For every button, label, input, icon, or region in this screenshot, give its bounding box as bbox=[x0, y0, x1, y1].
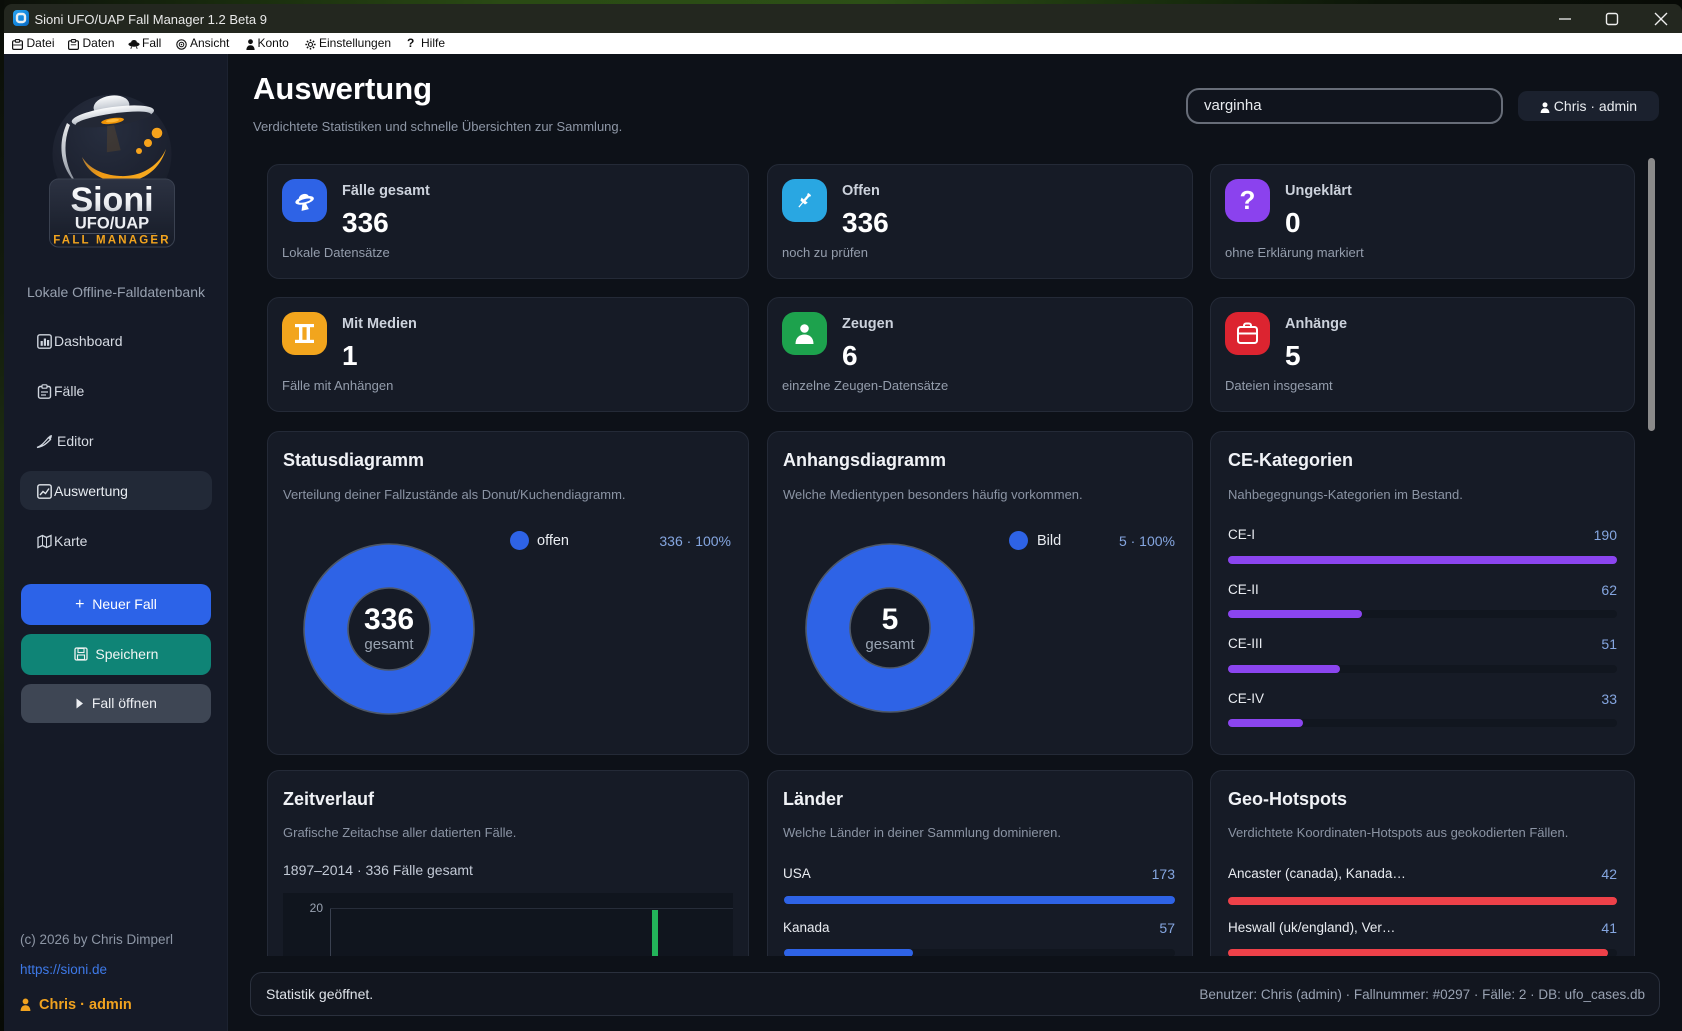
svg-text:Sioni: Sioni bbox=[70, 181, 153, 219]
svg-text:UFO/UAP: UFO/UAP bbox=[75, 215, 149, 233]
svg-text:FALL MANAGER: FALL MANAGER bbox=[53, 235, 171, 247]
